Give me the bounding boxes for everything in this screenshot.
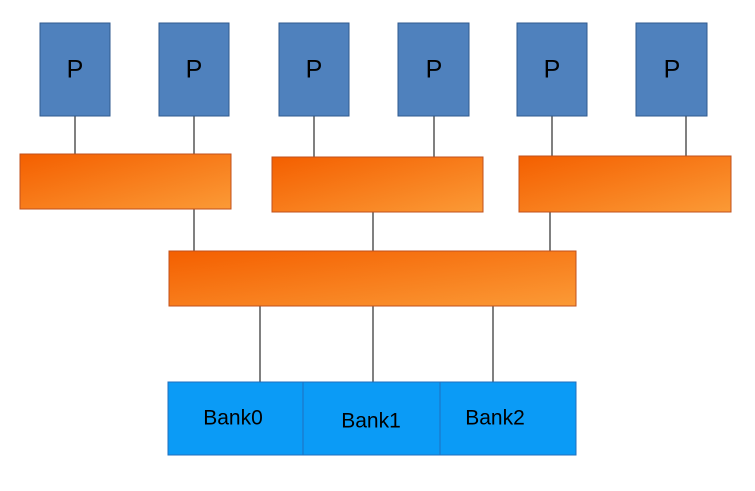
processor-box bbox=[397, 22, 470, 117]
processor-row: P P P P P P bbox=[39, 22, 708, 117]
processor-box bbox=[158, 22, 230, 117]
bank-box bbox=[439, 381, 577, 456]
switch-1 bbox=[19, 153, 232, 210]
processor-label: P bbox=[67, 56, 84, 84]
processor-5: P bbox=[516, 22, 588, 117]
processor-label: P bbox=[186, 56, 203, 84]
processor-2: P bbox=[158, 22, 230, 117]
bank-0: Bank0 bbox=[167, 381, 304, 456]
switch-2 bbox=[271, 156, 484, 213]
processor-box bbox=[635, 22, 708, 117]
root-switch bbox=[168, 250, 577, 307]
processor-label: P bbox=[664, 56, 681, 84]
wires bbox=[74, 116, 687, 382]
processor-box bbox=[278, 22, 350, 117]
processor-box bbox=[39, 22, 111, 117]
bank-box bbox=[167, 381, 304, 456]
processor-3: P bbox=[278, 22, 350, 117]
bank-1: Bank1 bbox=[302, 381, 441, 456]
switch-row bbox=[19, 153, 732, 213]
processor-label: P bbox=[306, 56, 323, 84]
processor-6: P bbox=[635, 22, 708, 117]
bank-label: Bank0 bbox=[203, 407, 263, 430]
memory-banks: Bank0 Bank1 Bank2 bbox=[167, 381, 577, 456]
processor-label: P bbox=[544, 56, 561, 84]
bank-label: Bank1 bbox=[341, 410, 401, 433]
processor-1: P bbox=[39, 22, 111, 117]
bank-label: Bank2 bbox=[465, 407, 525, 430]
switch-3 bbox=[518, 155, 732, 213]
bank-box bbox=[302, 381, 441, 456]
bank-2: Bank2 bbox=[439, 381, 577, 456]
processor-box bbox=[516, 22, 588, 117]
processor-label: P bbox=[426, 56, 443, 84]
processor-4: P bbox=[397, 22, 470, 117]
